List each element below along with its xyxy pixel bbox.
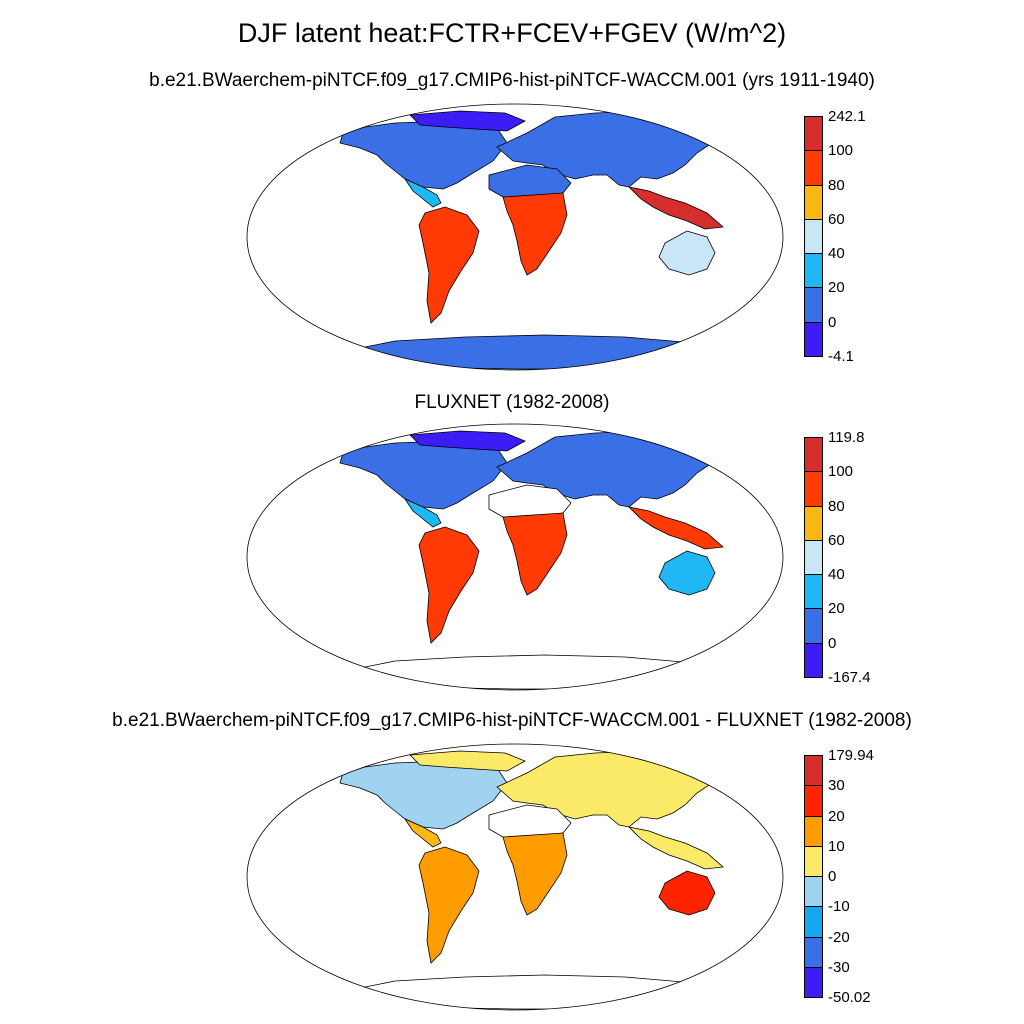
colorbar-tick-label: 60 bbox=[828, 210, 845, 228]
colorbar-tick-label: 179.94 bbox=[828, 747, 874, 764]
region-south-america bbox=[418, 526, 480, 644]
colorbar-swatch bbox=[804, 218, 823, 255]
colorbar-tick-label: 40 bbox=[828, 245, 845, 263]
panel2-map bbox=[245, 423, 785, 691]
colorbar-tick-label: 242.1 bbox=[828, 108, 866, 125]
colorbar-swatch bbox=[804, 755, 823, 787]
colorbar-swatch bbox=[804, 150, 823, 186]
region-africa-tropics bbox=[502, 832, 568, 916]
colorbar-tick-label: 10 bbox=[828, 837, 845, 855]
region-africa-tropics bbox=[502, 192, 568, 276]
panel3-colorbar: 179.94 30 20 10 0 -10 -20 -30 -50.02 bbox=[804, 748, 874, 1005]
region-central-america bbox=[403, 498, 442, 528]
world-map bbox=[246, 423, 784, 691]
colorbar-swatch bbox=[804, 253, 823, 289]
colorbar-swatch bbox=[804, 966, 823, 998]
colorbar-tick-label: 0 bbox=[828, 634, 837, 652]
colorbar-tick-label: 100 bbox=[828, 463, 854, 481]
panel3-map bbox=[245, 743, 785, 1011]
world-map bbox=[246, 103, 784, 371]
colorbar-tick-label: -4.1 bbox=[828, 348, 854, 365]
colorbar-swatch bbox=[804, 116, 823, 152]
colorbar-tick-label: -50.02 bbox=[828, 989, 871, 1006]
colorbar-tick-label: 100 bbox=[828, 142, 854, 160]
panel1-subtitle: b.e21.BWaerchem-piNTCF.f09_g17.CMIP6-his… bbox=[149, 70, 875, 91]
colorbar-tick-label: 40 bbox=[828, 566, 845, 584]
colorbar-swatch bbox=[804, 471, 823, 507]
region-south-america bbox=[418, 206, 480, 324]
colorbar-tick-label: -30 bbox=[828, 958, 850, 976]
colorbar-tick-label: 20 bbox=[828, 600, 845, 618]
region-central-america bbox=[403, 818, 442, 848]
map-border bbox=[246, 103, 784, 371]
colorbar-swatch bbox=[804, 608, 823, 644]
colorbar-tick-label: 80 bbox=[828, 176, 845, 194]
region-north-america bbox=[339, 760, 508, 830]
region-south-america bbox=[418, 846, 480, 964]
region-australia bbox=[658, 230, 716, 276]
region-southeast-asia bbox=[627, 506, 724, 550]
colorbar-swatch bbox=[804, 876, 823, 908]
region-australia bbox=[658, 870, 716, 916]
colorbar-tick-label: -10 bbox=[828, 898, 850, 916]
panel2-subtitle: FLUXNET (1982-2008) bbox=[414, 392, 610, 413]
region-central-america bbox=[403, 178, 442, 208]
colorbar-tick-label: 119.8 bbox=[828, 429, 865, 446]
colorbar-swatch bbox=[804, 845, 823, 877]
panel1-map bbox=[245, 103, 785, 371]
colorbar-tick-label: 80 bbox=[828, 497, 845, 515]
colorbar-swatch bbox=[804, 287, 823, 323]
world-map bbox=[246, 743, 784, 1011]
figure-title: DJF latent heat:FCTR+FCEV+FGEV (W/m^2) bbox=[237, 18, 787, 48]
panel2-colorbar: 119.8 100 80 60 40 20 0 -167.4 bbox=[804, 430, 871, 685]
colorbar-swatch bbox=[804, 321, 823, 357]
panel3-subtitle: b.e21.BWaerchem-piNTCF.f09_g17.CMIP6-his… bbox=[112, 710, 912, 731]
colorbar-swatch bbox=[804, 184, 823, 220]
colorbar-swatch bbox=[804, 437, 823, 473]
map-border bbox=[246, 423, 784, 691]
colorbar-swatch bbox=[804, 642, 823, 678]
region-north-america bbox=[339, 120, 508, 190]
colorbar-tick-label: -167.4 bbox=[828, 669, 871, 686]
colorbar-tick-label: 0 bbox=[828, 313, 837, 331]
colorbar-swatch bbox=[804, 906, 823, 938]
region-africa-tropics bbox=[502, 512, 568, 596]
region-australia bbox=[658, 550, 716, 596]
region-north-america bbox=[339, 440, 508, 510]
colorbar-swatch bbox=[804, 505, 823, 541]
colorbar-swatch bbox=[804, 936, 823, 968]
panel1-colorbar: 242.1 100 80 60 40 20 0 -4.1 bbox=[804, 109, 866, 364]
colorbar-swatch bbox=[804, 815, 823, 847]
colorbar-tick-label: 0 bbox=[828, 868, 837, 885]
colorbar-swatch bbox=[804, 785, 823, 817]
region-southeast-asia bbox=[627, 186, 724, 230]
colorbar-swatch bbox=[804, 574, 823, 610]
colorbar-tick-label: -20 bbox=[828, 928, 850, 946]
colorbar-tick-label: 30 bbox=[828, 777, 845, 795]
colorbar-tick-label: 60 bbox=[828, 531, 845, 549]
colorbar-swatch bbox=[804, 539, 823, 576]
colorbar-tick-label: 20 bbox=[828, 807, 845, 825]
region-southeast-asia bbox=[627, 826, 724, 870]
map-border bbox=[246, 743, 784, 1011]
colorbar-tick-label: 20 bbox=[828, 279, 845, 297]
